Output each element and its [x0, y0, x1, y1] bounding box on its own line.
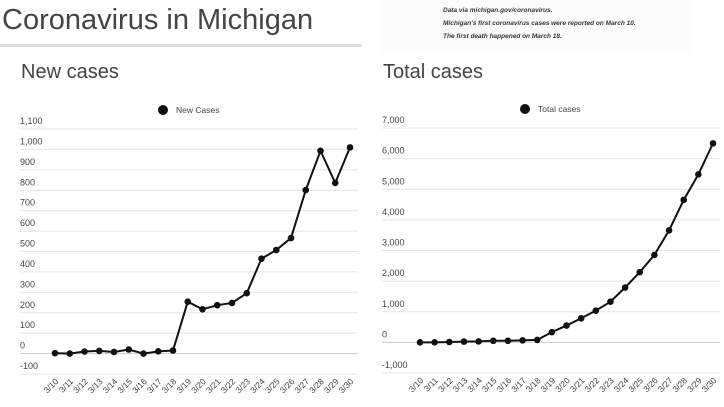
y-tick-label: 0: [382, 329, 387, 339]
y-tick-label: 5,000: [382, 176, 405, 186]
x-tick-label: 3/30: [700, 375, 719, 394]
note-first-cases: Michigan's first coronavirus cases were …: [443, 20, 636, 27]
data-point: [504, 337, 512, 345]
data-point: [460, 338, 468, 345]
data-point: [66, 350, 74, 357]
legend-label: Total cases: [538, 104, 581, 114]
data-point: [709, 140, 717, 147]
y-tick-label: 600: [20, 218, 35, 228]
data-point: [636, 268, 644, 276]
y-tick-label: 3,000: [382, 238, 405, 248]
total-cases-series-line: [420, 142, 714, 344]
data-point: [184, 298, 192, 306]
y-tick-label: 2,000: [382, 268, 405, 278]
data-point: [302, 186, 310, 194]
data-point: [213, 301, 221, 309]
data-point: [665, 227, 673, 234]
data-point: [331, 179, 339, 187]
note-first-death: The first death happened on March 18.: [443, 33, 562, 40]
y-tick-label: 800: [20, 177, 35, 187]
y-tick-label: 900: [20, 157, 35, 167]
data-point: [607, 298, 614, 306]
title-divider: [0, 44, 362, 47]
data-point: [125, 346, 133, 353]
data-point: [110, 348, 118, 356]
new-cases-chart: -100 0 100 200 300 400 500 600 700 800 900 1,000 1,1…: [20, 105, 358, 395]
data-point: [199, 305, 206, 313]
data-point: [81, 348, 88, 355]
total-cases-chart: -1,000 0 1,000 2,000 3,000 4,000 5,000 6,000 7,0…: [382, 104, 720, 394]
data-point: [140, 350, 147, 357]
y-tick-label: 1,100: [20, 116, 43, 126]
data-point: [272, 246, 280, 254]
data-point: [621, 284, 629, 291]
data-point: [533, 336, 541, 344]
data-point: [416, 339, 424, 346]
data-point: [563, 322, 570, 329]
data-point: [489, 337, 497, 345]
data-point: [243, 289, 251, 297]
y-tick-label: -100: [20, 361, 38, 371]
data-point: [680, 196, 687, 204]
data-point: [695, 171, 702, 178]
y-tick-label: 300: [20, 279, 35, 289]
y-tick-label: 6,000: [382, 146, 405, 156]
data-point: [346, 144, 354, 151]
data-point: [287, 234, 295, 242]
y-tick-label: 7,000: [382, 115, 405, 125]
y-tick-label: 100: [20, 320, 35, 330]
total-cases-title: Total cases: [383, 61, 484, 83]
data-point: [519, 337, 526, 344]
note-source: Data via michigan.gov/coronavirus.: [443, 7, 553, 14]
x-tick-label: 3/30: [337, 376, 356, 395]
y-tick-label: 700: [20, 198, 35, 208]
y-tick-label: 400: [20, 259, 35, 269]
data-point: [317, 147, 324, 155]
legend-label: New Cases: [176, 105, 219, 115]
data-point: [446, 338, 453, 346]
new-cases-series-line: [54, 146, 351, 355]
legend-marker: [158, 105, 168, 115]
y-tick-label: 0: [20, 341, 25, 351]
page-title: Coronavirus in Michigan: [2, 4, 314, 36]
data-point: [548, 328, 556, 336]
new-cases-title: New cases: [21, 61, 119, 83]
data-point: [431, 339, 438, 346]
notes-box: Data via michigan.gov/coronavirus. Michi…: [382, 0, 690, 53]
data-point: [577, 314, 585, 322]
y-tick-label: 1,000: [382, 299, 405, 309]
data-point: [258, 255, 265, 262]
data-point: [228, 299, 236, 307]
y-tick-label: 500: [20, 239, 35, 249]
data-point: [651, 251, 658, 259]
legend-marker: [520, 104, 530, 114]
data-point: [169, 347, 177, 354]
y-tick-label: 4,000: [382, 207, 405, 217]
data-point: [154, 348, 162, 355]
data-point: [51, 349, 59, 357]
y-tick-label: 200: [20, 300, 35, 310]
data-point: [95, 347, 103, 355]
y-tick-label: -1,000: [382, 360, 408, 370]
data-point: [592, 307, 600, 314]
y-tick-label: 1,000: [20, 136, 43, 146]
data-point: [475, 338, 482, 345]
